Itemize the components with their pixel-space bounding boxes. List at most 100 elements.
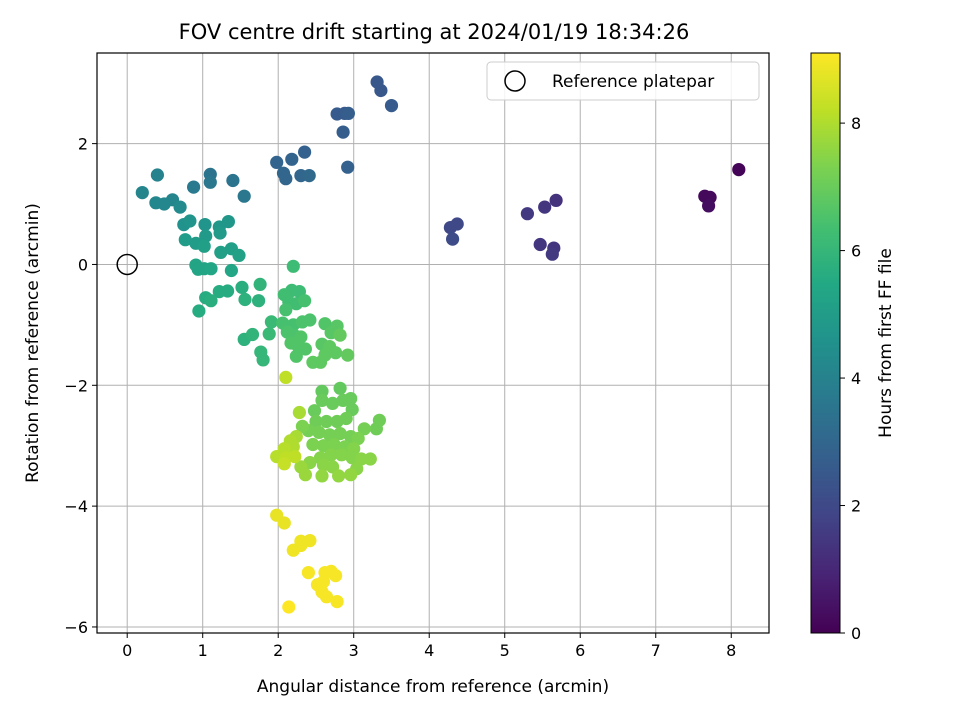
colorbar-ticks: 0 2 4 6 8 (840, 114, 861, 643)
data-point (357, 422, 371, 436)
data-point (336, 125, 350, 139)
plot-area-frame (96, 52, 770, 634)
data-point (309, 414, 323, 429)
data-point (298, 342, 312, 356)
data-point (232, 248, 246, 262)
data-point (384, 99, 399, 113)
data-point (288, 450, 302, 464)
data-point (333, 381, 347, 395)
data-point (702, 199, 716, 213)
data-point (235, 280, 249, 294)
data-point (279, 172, 293, 186)
data-point (197, 239, 211, 253)
data-point (302, 169, 316, 183)
data-point (285, 152, 299, 166)
data-point (277, 516, 291, 530)
data-point (226, 173, 240, 188)
colorbar (810, 52, 841, 634)
legend-open-circle-icon (504, 70, 526, 92)
data-point (279, 303, 293, 317)
data-point (253, 277, 267, 291)
y-tick-label: −4 (64, 497, 88, 516)
reference-platepar-marker (116, 253, 138, 276)
data-point (344, 392, 358, 406)
data-point (538, 200, 552, 214)
data-point (204, 262, 218, 276)
data-point (341, 348, 355, 362)
y-tick-label: 2 (78, 135, 88, 154)
colorbar-tick-label: 4 (851, 369, 861, 388)
data-point (315, 393, 329, 407)
data-point (178, 233, 192, 247)
data-point (369, 422, 383, 436)
data-point (173, 200, 187, 214)
data-points (135, 75, 746, 614)
data-point (298, 294, 312, 308)
x-tick-label: 4 (424, 641, 434, 660)
data-point (279, 370, 293, 384)
data-point (306, 355, 320, 369)
data-point (224, 263, 238, 278)
data-point (329, 346, 343, 360)
data-point (252, 294, 266, 308)
data-point (183, 214, 197, 228)
data-point (374, 83, 388, 98)
data-point (344, 468, 358, 482)
x-tick-label: 5 (500, 641, 510, 660)
data-point (533, 237, 547, 252)
colorbar-tick-label: 8 (851, 114, 861, 133)
data-point (520, 207, 535, 221)
y-axis-label: Rotation from reference (arcmin) (23, 203, 43, 483)
data-point (298, 145, 312, 159)
data-point (327, 437, 341, 452)
data-point (150, 168, 164, 182)
data-point (329, 569, 343, 583)
data-point (335, 448, 349, 462)
data-point (282, 600, 296, 614)
data-point (333, 328, 347, 342)
data-point (315, 469, 329, 483)
data-point (312, 425, 326, 439)
data-point (330, 595, 344, 609)
colorbar-label: Hours from first FF file (876, 248, 896, 438)
data-point (319, 590, 334, 604)
x-tick-label: 3 (349, 641, 359, 660)
data-point (363, 452, 377, 466)
data-point (286, 259, 300, 273)
data-point (339, 411, 353, 426)
data-point (307, 404, 322, 418)
data-point (198, 218, 212, 232)
data-point (199, 229, 213, 243)
plot-area-background (97, 53, 769, 633)
x-axis-label: Angular distance from reference (arcmin) (257, 677, 609, 697)
data-point (238, 292, 252, 307)
colorbar-tick-label: 0 (851, 624, 861, 643)
data-point (732, 163, 746, 177)
colorbar-tick-label: 6 (851, 242, 861, 261)
data-point (294, 460, 308, 474)
x-tick-label: 8 (726, 641, 736, 660)
data-point (214, 245, 228, 259)
data-point (135, 186, 149, 200)
data-point (256, 353, 270, 367)
data-point (221, 284, 235, 298)
x-axis-ticks: 0 1 2 3 4 5 6 7 8 (122, 633, 736, 660)
data-point (315, 384, 329, 398)
data-point (301, 566, 315, 580)
data-point (351, 431, 365, 446)
data-point (187, 180, 201, 194)
data-point (341, 160, 355, 174)
data-point (341, 106, 355, 120)
data-point (157, 197, 171, 211)
data-point (326, 396, 340, 410)
data-point (324, 448, 338, 462)
data-point (319, 414, 334, 429)
data-point (213, 226, 227, 240)
legend-label: Reference platepar (552, 72, 714, 92)
data-point (333, 427, 347, 441)
x-tick-label: 2 (273, 641, 283, 660)
y-tick-label: −2 (64, 376, 88, 395)
data-point (264, 315, 278, 329)
data-point (332, 469, 346, 483)
grid (97, 53, 769, 633)
